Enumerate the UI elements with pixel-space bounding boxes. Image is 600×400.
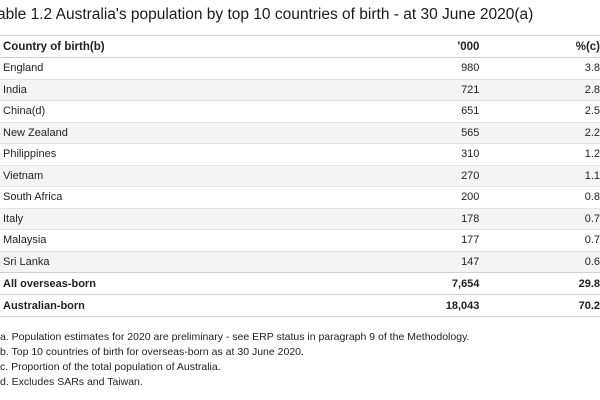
- total-label: All overseas-born: [0, 272, 303, 295]
- population-table: Country of birth(b) '000 %(c) England 98…: [0, 35, 600, 317]
- country-cell: Sri Lanka: [0, 250, 303, 273]
- table-row: China(d) 651 2.5: [0, 100, 600, 122]
- total-row-australian: Australian-born 18,043 70.2: [0, 294, 600, 317]
- header-row: Country of birth(b) '000 %(c): [0, 35, 600, 58]
- table-row: South Africa 200 0.8: [0, 186, 600, 208]
- thousands-cell: 310: [302, 143, 480, 165]
- table-row: Malaysia 177 0.7: [0, 229, 600, 251]
- total-label: Australian-born: [0, 294, 303, 317]
- table-row: England 980 3.8: [0, 57, 600, 79]
- thousands-cell: 177: [302, 229, 480, 251]
- table-row: Sri Lanka 147 0.6: [0, 250, 600, 273]
- thousands-cell: 200: [302, 186, 480, 208]
- percent-cell: 1.1: [479, 164, 600, 187]
- column-header-thousands: '000: [302, 35, 480, 58]
- thousands-cell: 178: [302, 207, 480, 230]
- thousands-cell: 565: [302, 121, 480, 144]
- footnote-a: a. Population estimates for 2020 are pre…: [0, 331, 470, 343]
- table-row: Vietnam 270 1.1: [0, 164, 600, 187]
- total-thousands: 18,043: [302, 294, 480, 317]
- total-row-overseas: All overseas-born 7,654 29.8: [0, 272, 600, 295]
- country-cell: Malaysia: [0, 229, 303, 251]
- thousands-cell: 721: [302, 78, 480, 101]
- table-row: India 721 2.8: [0, 78, 600, 101]
- percent-cell: 0.6: [479, 250, 600, 273]
- percent-cell: 0.7: [479, 229, 600, 251]
- percent-cell: 1.2: [479, 143, 600, 165]
- thousands-cell: 980: [302, 57, 480, 79]
- thousands-cell: 147: [302, 250, 480, 273]
- thousands-cell: 270: [302, 164, 480, 187]
- percent-cell: 3.8: [479, 57, 600, 79]
- footnotes: a. Population estimates for 2020 are pre…: [0, 330, 469, 390]
- percent-cell: 2.8: [479, 78, 600, 101]
- table-title: able 1.2 Australia's population by top 1…: [0, 6, 534, 23]
- column-header-country: Country of birth(b): [0, 35, 303, 58]
- table-row: Philippines 310 1.2: [0, 143, 600, 165]
- footnote-b: b. Top 10 countries of birth for oversea…: [0, 346, 304, 358]
- total-percent: 29.8: [479, 272, 600, 295]
- country-cell: Italy: [0, 207, 303, 230]
- column-header-percent: %(c): [479, 35, 600, 58]
- percent-cell: 2.2: [479, 121, 600, 144]
- country-cell: South Africa: [0, 186, 303, 208]
- table-row: New Zealand 565 2.2: [0, 121, 600, 144]
- table-row: Italy 178 0.7: [0, 207, 600, 230]
- country-cell: Vietnam: [0, 164, 303, 187]
- total-thousands: 7,654: [302, 272, 480, 295]
- thousands-cell: 651: [302, 100, 480, 122]
- footnote-d: d. Excludes SARs and Taiwan.: [0, 376, 143, 388]
- total-percent: 70.2: [479, 294, 600, 317]
- footnote-c: c. Proportion of the total population of…: [0, 361, 221, 373]
- percent-cell: 0.8: [479, 186, 600, 208]
- country-cell: Philippines: [0, 143, 303, 165]
- country-cell: India: [0, 78, 303, 101]
- percent-cell: 2.5: [479, 100, 600, 122]
- country-cell: China(d): [0, 100, 303, 122]
- country-cell: New Zealand: [0, 121, 303, 144]
- country-cell: England: [0, 57, 303, 79]
- percent-cell: 0.7: [479, 207, 600, 230]
